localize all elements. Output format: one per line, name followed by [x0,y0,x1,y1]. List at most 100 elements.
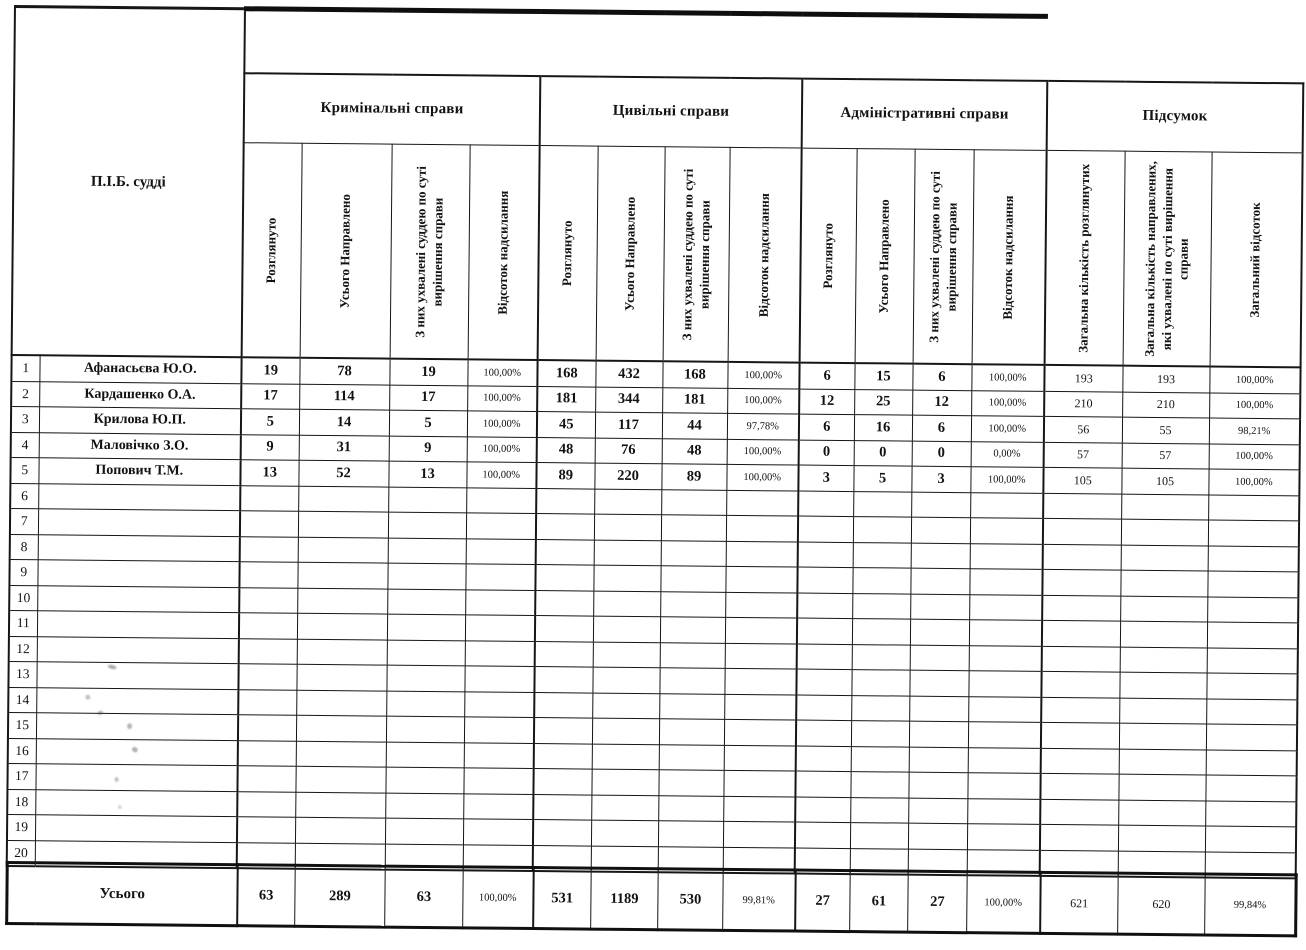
stat-cell [466,487,537,514]
stat-cell [909,670,969,697]
stat-cell [387,563,466,590]
stat-cell [239,587,298,614]
stat-cell [1041,696,1120,724]
judge-name-cell: Кардашенко О.А. [39,381,242,409]
stat-cell: 100,00% [970,466,1044,493]
stat-cell [1118,799,1206,826]
row-number-cell: 16 [7,737,36,764]
stat-cell: 0 [853,440,912,467]
stat-cell: 181 [662,387,728,414]
stat-cell [533,768,592,795]
row-number-cell: 17 [7,763,36,790]
stat-cell: 100,00% [1208,443,1300,470]
stat-cell [969,543,1043,570]
stat-cell [909,695,969,722]
stat-cell [465,512,537,540]
stat-cell [797,516,854,543]
total-stat-cell: 27 [794,870,851,932]
stat-cell [909,644,969,671]
stat-cell: 55 [1121,417,1210,444]
stat-cell: 57 [1121,442,1209,469]
stat-cell: 3 [911,466,971,493]
row-number-cell: 6 [10,482,39,509]
stat-cell: 17 [241,383,300,410]
stat-cell: 100,00% [726,438,799,466]
stat-cell [850,746,909,773]
stat-cell [536,488,595,515]
stat-cell: 12 [912,389,972,416]
stat-cell: 100,00% [971,390,1045,417]
stat-cell [724,693,797,721]
total-stat-cell: 99,84% [1204,873,1297,936]
stat-cell: 89 [661,463,727,490]
stat-cell: 44 [661,412,728,439]
stat-cell [533,717,593,744]
stat-cell [660,540,726,567]
judge-column-header: П.І.Б. судді [11,6,245,358]
stat-cell: 100,00% [1209,392,1301,419]
stat-cell [723,795,796,823]
stat-cell [591,718,660,745]
stat-cell [1120,570,1208,597]
stat-cell: 5 [388,410,468,437]
stat-cell [296,638,387,666]
stat-cell [852,542,911,569]
stat-cell [1041,645,1120,673]
stat-cell [658,718,725,745]
stat-cell [296,613,388,640]
stat-cell [463,793,534,820]
row-number-cell: 3 [10,406,40,433]
stat-cell [967,721,1042,748]
stat-cell [593,565,661,592]
stat-cell [1205,800,1297,827]
stat-cell: 9 [388,435,467,462]
col-header-admin-percent: Відсоток надсилання [971,149,1047,365]
row-number-cell: 12 [8,635,37,662]
stat-cell [465,563,536,591]
stat-cell [658,744,724,771]
stat-cell [1039,824,1119,851]
stat-cell [464,640,535,667]
col-header-civil-reviewed: Розглянуто [537,145,598,361]
stat-cell [795,796,851,823]
stat-cell [385,792,464,819]
stat-cell: 100,00% [726,464,799,491]
stat-cell [1119,621,1208,648]
stat-cell [237,791,296,818]
stat-cell: 12 [799,388,855,415]
stat-cell: 114 [299,383,390,411]
stat-cell [1205,774,1297,802]
group-header-administrative: Адміністративні справи [801,78,1048,151]
col-header-criminal-decided: З них ухвалені суддею по суті вирішення … [389,144,470,360]
judge-name-cell [37,559,240,588]
stat-cell [296,689,387,717]
stat-cell [238,689,297,716]
totals-row: Усього 63 289 63 100,00% 531 1189 530 99,81% 27 6… [6,862,1297,936]
stat-cell [1041,620,1121,647]
group-header-summary: Підсумок [1046,80,1304,153]
stat-cell [297,562,388,589]
stat-cell [295,740,386,768]
stat-cell [1206,621,1299,649]
stat-cell [908,746,968,773]
stat-cell [238,612,298,639]
stat-cell [851,644,910,671]
stat-cell [1120,595,1208,622]
stat-cell [593,539,661,566]
stat-cell [1119,672,1207,699]
stat-cell [1206,647,1298,674]
row-number-cell: 18 [7,788,36,815]
stat-cell [967,772,1041,799]
stat-cell [591,769,659,796]
stat-cell [384,818,464,845]
stat-cell: 210 [1044,390,1123,418]
total-stat-cell: 289 [294,865,386,928]
stat-cell [533,743,592,770]
row-number-cell: 4 [10,431,39,458]
total-stat-cell: 27 [907,871,968,933]
stat-cell [385,716,465,743]
stat-cell [659,616,726,643]
col-header-criminal-sent: Усього Направлено [299,143,392,359]
stat-cell [1206,672,1298,700]
stat-cell [795,745,851,772]
